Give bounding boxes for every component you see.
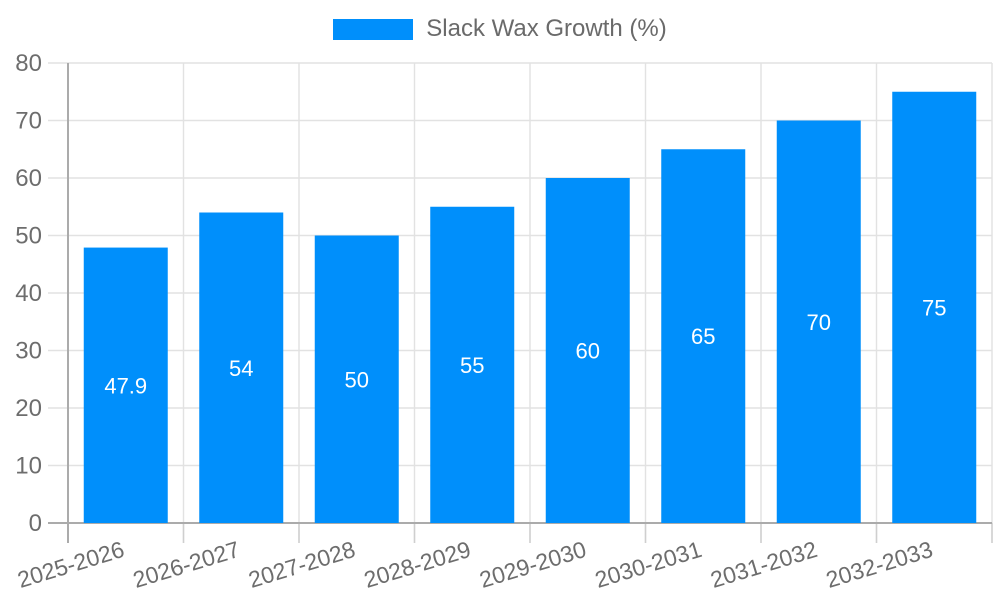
bar[interactable] xyxy=(776,120,861,524)
y-tick-label: 60 xyxy=(15,165,42,192)
bar[interactable] xyxy=(314,235,399,524)
bar-value-label: 70 xyxy=(807,310,831,335)
bar[interactable] xyxy=(199,212,284,524)
bar-value-label: 47.9 xyxy=(104,373,147,398)
bar-value-label: 55 xyxy=(460,353,484,378)
bar-value-label: 60 xyxy=(576,339,600,364)
bar[interactable] xyxy=(661,149,746,523)
legend[interactable]: Slack Wax Growth (%) xyxy=(0,15,1000,43)
bar[interactable] xyxy=(545,178,630,523)
y-tick-label: 30 xyxy=(15,338,42,365)
x-tick-label: 2030-2031 xyxy=(592,536,705,593)
bar[interactable] xyxy=(892,91,977,523)
x-tick-label: 2031-2032 xyxy=(707,536,820,593)
y-tick-label: 20 xyxy=(15,395,42,422)
bar-value-label: 65 xyxy=(691,324,715,349)
y-tick-label: 40 xyxy=(15,280,42,307)
bar[interactable] xyxy=(83,247,168,523)
bar-value-label: 54 xyxy=(229,356,253,381)
legend-swatch xyxy=(333,18,414,40)
y-tick-label: 10 xyxy=(15,453,42,480)
x-tick-label: 2025-2026 xyxy=(14,536,127,593)
y-tick-label: 50 xyxy=(15,223,42,250)
bar[interactable] xyxy=(430,206,515,523)
x-tick-label: 2028-2029 xyxy=(361,536,474,593)
x-tick-label: 2026-2027 xyxy=(130,536,243,593)
y-tick-label: 80 xyxy=(15,50,42,77)
y-tick-label: 0 xyxy=(29,510,42,537)
legend-label: Slack Wax Growth (%) xyxy=(426,15,667,42)
x-tick-label: 2029-2030 xyxy=(476,536,589,593)
y-tick-label: 70 xyxy=(15,108,42,135)
bar-value-label: 50 xyxy=(345,367,369,392)
x-tick-label: 2027-2028 xyxy=(245,536,358,593)
bar-value-label: 75 xyxy=(922,295,946,320)
x-tick-label: 2032-2033 xyxy=(823,536,936,593)
